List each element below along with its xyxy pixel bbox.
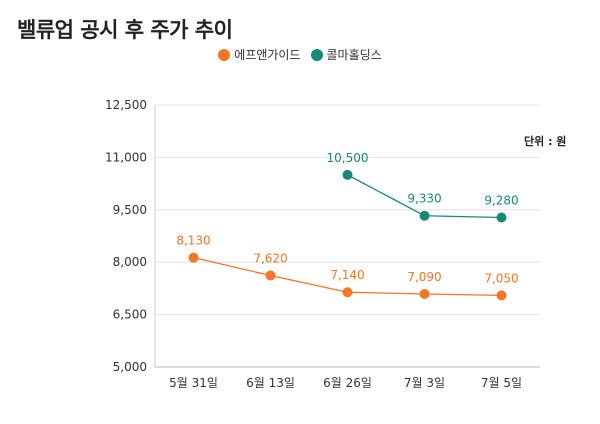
x-tick-label: 6월 13일 <box>246 376 295 390</box>
legend-marker-icon <box>310 48 323 61</box>
legend-marker-icon <box>218 48 231 61</box>
y-tick-label: 8,000 <box>113 255 147 269</box>
data-label: 7,090 <box>407 270 441 284</box>
data-label: 7,140 <box>330 268 364 282</box>
y-tick-label: 5,000 <box>113 360 147 374</box>
chart-title: 밸류업 공시 후 주가 추이 <box>17 18 233 42</box>
x-tick-label: 7월 3일 <box>404 376 445 390</box>
x-tick-label: 5월 31일 <box>169 376 218 390</box>
y-tick-label: 11,000 <box>105 150 147 164</box>
data-point <box>342 169 353 180</box>
y-tick-label: 12,500 <box>105 98 147 112</box>
data-label: 8,130 <box>176 234 210 248</box>
x-tick-label: 7월 5일 <box>481 376 522 390</box>
data-point <box>496 212 507 223</box>
data-point <box>265 270 276 281</box>
data-point <box>188 252 199 263</box>
legend-label: 콜마홀딩스 <box>326 48 382 62</box>
data-point <box>342 287 353 298</box>
data-label: 7,620 <box>253 251 287 265</box>
data-label: 9,280 <box>484 193 518 207</box>
data-point <box>419 210 430 221</box>
data-label: 10,500 <box>327 151 369 165</box>
data-point <box>419 288 430 299</box>
legend: 에프앤가이드 콜마홀딩스 <box>0 46 600 63</box>
unit-label: 단위 : 원 <box>524 135 567 148</box>
legend-item[interactable]: 에프앤가이드 <box>218 46 301 63</box>
y-tick-label: 9,500 <box>113 203 147 217</box>
data-point <box>496 290 507 301</box>
data-label: 7,050 <box>484 271 518 285</box>
y-tick-label: 6,500 <box>113 308 147 322</box>
x-tick-label: 6월 26일 <box>323 376 372 390</box>
legend-label: 에프앤가이드 <box>234 48 301 62</box>
legend-item[interactable]: 콜마홀딩스 <box>310 46 382 63</box>
data-label: 9,330 <box>407 192 441 206</box>
